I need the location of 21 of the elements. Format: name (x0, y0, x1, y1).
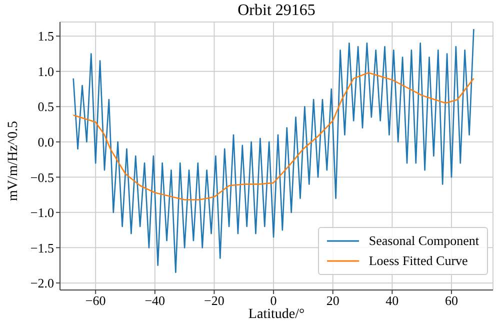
y-tick-label: 1.5 (38, 28, 54, 44)
legend-label: Loess Fitted Curve (368, 253, 468, 269)
y-tick-label: 0.0 (38, 134, 54, 150)
y-tick-label: 1.0 (38, 64, 54, 79)
y-tick-label: −0.5 (30, 170, 54, 185)
y-tick-label: 0.5 (38, 99, 54, 114)
x-tick-label: 40 (386, 293, 399, 308)
y-tick-label: −2.0 (30, 276, 54, 291)
x-tick-label: −40 (144, 293, 166, 308)
y-tick-label: −1.0 (30, 205, 54, 220)
chart-title: Orbit 29165 (236, 2, 316, 20)
legend-label: Seasonal Component (368, 233, 479, 249)
x-tick-label: −20 (204, 293, 224, 308)
x-axis-title: Latitude/° (247, 307, 306, 323)
y-axis-title: mV/m/Hz^0.5 (6, 120, 22, 202)
x-tick-label: 60 (444, 293, 458, 308)
x-tick-label: 20 (326, 293, 340, 308)
x-tick-label: −60 (85, 293, 106, 308)
y-tick-label: −1.5 (30, 240, 54, 256)
line-series (72, 72, 474, 200)
x-tick-label: 0 (270, 293, 277, 308)
